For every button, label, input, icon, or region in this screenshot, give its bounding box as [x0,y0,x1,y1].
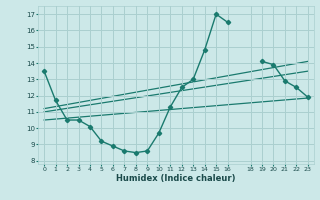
X-axis label: Humidex (Indice chaleur): Humidex (Indice chaleur) [116,174,236,183]
